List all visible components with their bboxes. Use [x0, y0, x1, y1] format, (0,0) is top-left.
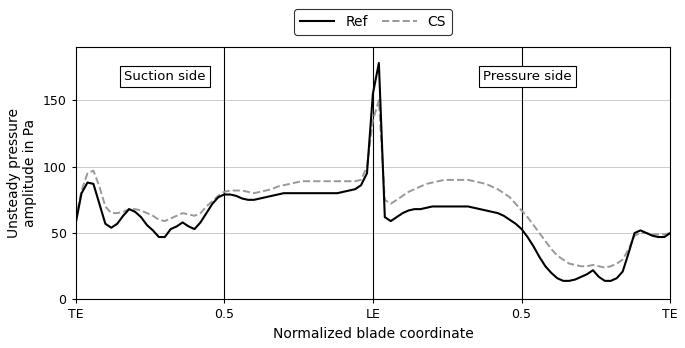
CS	[220, 190, 228, 194]
Ref	[113, 222, 121, 226]
Ref	[559, 279, 567, 283]
Ref	[220, 192, 228, 197]
CS	[494, 187, 502, 191]
CS	[601, 266, 609, 270]
CS	[666, 231, 674, 235]
Text: Pressure side: Pressure side	[483, 70, 572, 83]
Ref	[523, 235, 532, 239]
CS	[523, 215, 532, 219]
CS	[375, 98, 383, 102]
CS	[113, 211, 121, 215]
Ref	[71, 222, 79, 226]
Line: Ref: Ref	[75, 63, 670, 281]
Y-axis label: Unsteady pressure
amplitude in Pa: Unsteady pressure amplitude in Pa	[7, 108, 37, 238]
Ref	[434, 204, 443, 208]
Ref	[666, 231, 674, 235]
Ref	[345, 188, 353, 192]
CS	[345, 179, 353, 183]
Text: Suction side: Suction side	[124, 70, 206, 83]
Legend: Ref, CS: Ref, CS	[294, 9, 451, 34]
Line: CS: CS	[75, 100, 670, 268]
X-axis label: Normalized blade coordinate: Normalized blade coordinate	[273, 327, 473, 341]
Ref	[375, 61, 383, 65]
CS	[71, 218, 79, 222]
Ref	[494, 211, 502, 215]
CS	[434, 179, 443, 183]
